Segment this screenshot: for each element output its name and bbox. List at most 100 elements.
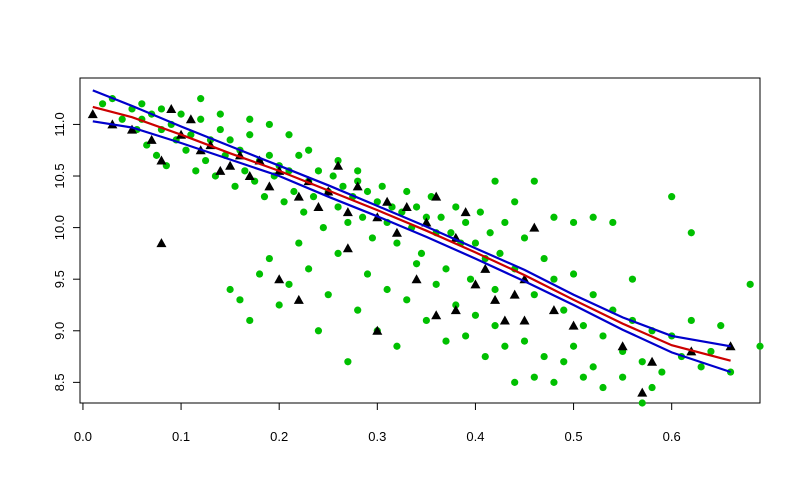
data-point-triangle — [185, 114, 196, 124]
data-point — [246, 316, 254, 325]
data-point — [280, 198, 288, 206]
data-point — [226, 285, 234, 294]
data-point-triangle — [225, 160, 236, 170]
data-point-triangle — [352, 181, 363, 191]
data-point — [197, 95, 205, 103]
data-point — [324, 291, 332, 299]
data-point-triangle — [156, 155, 167, 165]
data-point — [569, 342, 578, 350]
data-point-triangle — [127, 124, 138, 134]
data-point — [520, 234, 529, 242]
data-point — [530, 177, 538, 185]
data-point-triangle — [509, 289, 520, 299]
data-point — [511, 198, 519, 206]
data-point — [648, 383, 656, 392]
data-point — [491, 177, 499, 185]
data-point — [501, 218, 509, 227]
data-point — [756, 342, 764, 350]
data-point — [589, 363, 597, 371]
data-point — [260, 193, 269, 201]
data-point — [569, 218, 578, 227]
x-tick-label: 0.3 — [368, 429, 386, 444]
data-point — [329, 172, 337, 180]
data-point — [265, 254, 273, 263]
data-point — [305, 265, 313, 273]
data-point — [265, 120, 273, 129]
data-point — [412, 203, 421, 211]
data-point — [182, 146, 190, 154]
data-point — [491, 285, 499, 294]
data-point — [314, 167, 323, 175]
data-point-triangle — [87, 109, 98, 119]
data-point — [466, 275, 475, 283]
data-point — [319, 224, 327, 232]
data-point — [216, 125, 224, 134]
data-point-triangle — [372, 325, 383, 335]
data-point — [462, 218, 470, 227]
data-point — [599, 383, 607, 392]
y-tick-label: 10.0 — [52, 215, 67, 240]
data-point-triangle — [333, 160, 344, 170]
data-point — [560, 358, 568, 366]
data-point — [354, 167, 362, 175]
data-point — [589, 291, 597, 299]
data-point — [226, 136, 234, 144]
data-point — [550, 275, 558, 283]
y-tick-label: 8.5 — [52, 373, 67, 391]
data-point — [442, 265, 450, 273]
data-point — [717, 322, 725, 330]
data-point — [491, 322, 499, 330]
data-point — [295, 239, 303, 247]
data-point — [471, 239, 480, 247]
data-point — [378, 182, 386, 190]
data-point — [216, 110, 224, 118]
data-point — [192, 167, 200, 175]
data-point-triangle — [617, 341, 628, 351]
data-point — [412, 260, 421, 268]
data-point — [285, 280, 293, 288]
data-point-triangle — [529, 222, 540, 232]
data-point — [619, 373, 627, 381]
data-point — [201, 156, 210, 165]
data-point — [368, 234, 377, 242]
data-point — [638, 399, 646, 407]
y-tick-label: 9.0 — [52, 322, 67, 340]
data-point — [638, 358, 646, 366]
data-point — [383, 285, 391, 294]
data-point — [442, 337, 450, 345]
data-point — [540, 352, 548, 361]
data-point-triangle — [264, 181, 275, 191]
confidence-band-line — [92, 89, 731, 348]
data-point — [305, 146, 313, 154]
data-point — [241, 167, 249, 175]
data-point — [432, 280, 440, 288]
x-axis: 0.0 0.1 0.2 0.3 0.4 0.5 0.6 — [74, 403, 681, 444]
data-point — [481, 352, 489, 361]
y-tick-label: 9.5 — [52, 270, 67, 288]
data-point — [437, 213, 445, 221]
data-point-triangle — [519, 315, 530, 325]
data-point-triangle — [293, 191, 304, 201]
data-point — [569, 270, 578, 278]
data-point — [295, 151, 303, 159]
data-point — [579, 322, 587, 330]
data-point — [579, 373, 587, 381]
data-point — [138, 100, 146, 108]
x-tick-label: 0.4 — [466, 429, 484, 444]
data-point-triangle — [431, 310, 442, 320]
data-point — [246, 115, 254, 123]
data-point — [197, 115, 205, 123]
data-point — [628, 275, 637, 283]
data-point — [560, 306, 568, 314]
data-point — [530, 291, 538, 299]
data-point — [393, 342, 401, 350]
data-point — [334, 249, 342, 257]
data-point — [275, 301, 283, 309]
data-point — [118, 115, 126, 123]
data-point — [520, 337, 529, 345]
data-point — [255, 270, 264, 278]
data-point — [422, 213, 430, 221]
data-point — [462, 332, 470, 340]
data-point — [300, 208, 308, 216]
